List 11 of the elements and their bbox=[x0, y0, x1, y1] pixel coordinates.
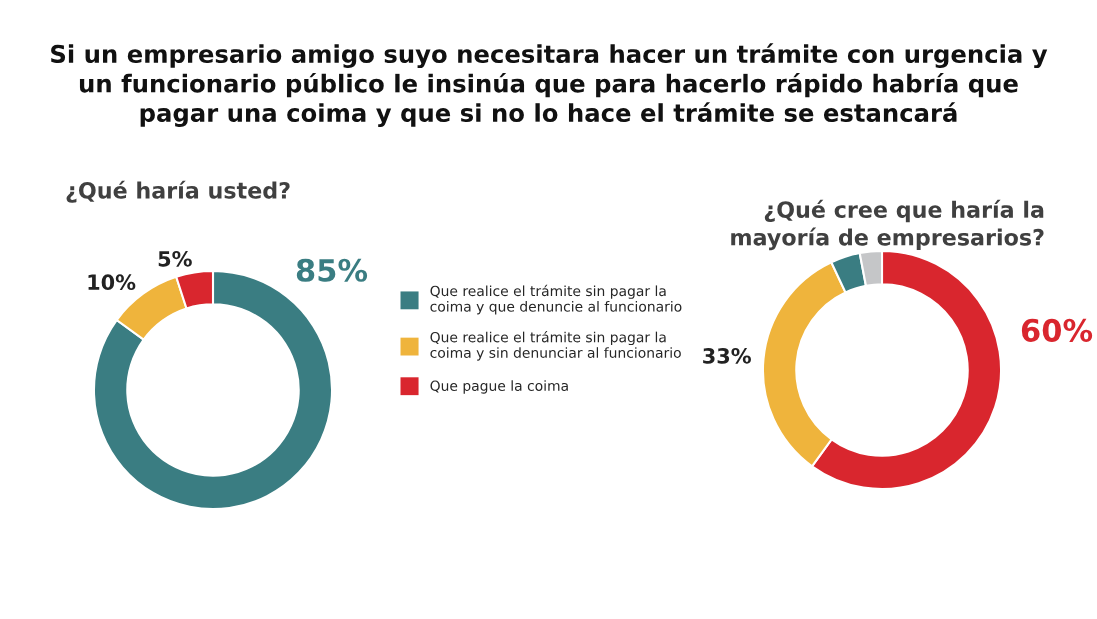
data-label: 10% bbox=[88, 274, 136, 291]
legend-label: Que pague la coima bbox=[430, 380, 568, 394]
chart-subtitle: ¿Qué haría usted? bbox=[66, 180, 290, 203]
legend-label: Que realice el trámite sin pagar la coima y sin denunciar al funcionario bbox=[430, 331, 681, 361]
chart-subtitle: ¿Qué cree que haría la mayoría de empresarios? bbox=[731, 199, 1044, 251]
data-label: 60% bbox=[1021, 318, 1093, 342]
data-label: 33% bbox=[703, 347, 751, 364]
chart-title: Si un empresario amigo suyo necesitara hacer un trámite con urgencia y un funcionario público le insinúa que para hacerlo rápido habría que pagar una coima y que si no lo hace el trámite se estancará bbox=[51, 43, 1048, 127]
legend-label: Que realice el trámite sin pagar la coima y que denuncie al funcionario bbox=[430, 284, 682, 315]
data-label: 5% bbox=[158, 250, 192, 267]
data-label: 85% bbox=[296, 258, 368, 282]
